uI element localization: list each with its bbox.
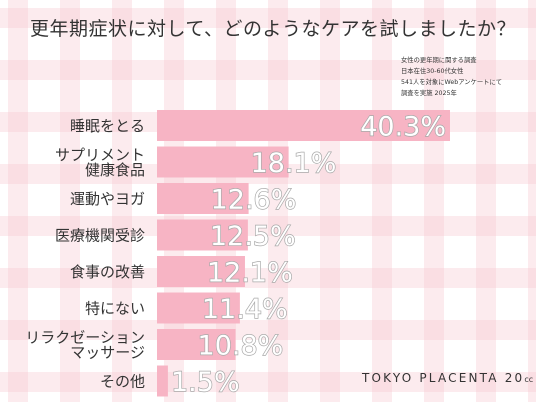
category-label: 食事の改善 — [70, 263, 145, 281]
survey-note-line: 女性の更年期に関する調査 — [401, 57, 477, 64]
value-label: 12.1% — [207, 258, 293, 289]
bar — [157, 146, 289, 178]
value-label: 18.1% — [251, 148, 337, 179]
category-label: 運動やヨガ — [70, 190, 145, 208]
gingham-stripe — [0, 8, 536, 28]
bar — [157, 110, 450, 141]
gingham-stripe — [0, 268, 536, 288]
gingham-stripe — [0, 372, 536, 392]
survey-note-line: 調査を実施 2025年 — [401, 90, 457, 97]
value-label: 1.5% — [171, 367, 240, 398]
value-label: 11.4% — [202, 294, 288, 325]
value-label: 12.5% — [210, 221, 296, 252]
gingham-stripe — [112, 0, 132, 402]
survey-note-line: 日本在住30-60代女性 — [401, 68, 464, 75]
gingham-stripe — [8, 0, 28, 402]
chart-title: 更年期症状に対して、どのようなケアを試しましたか？ — [30, 18, 516, 40]
category-label: サプリメント — [55, 146, 145, 164]
brand-logo: TOKYO PLACENTA 20cc — [362, 371, 533, 385]
brand-suffix: cc — [524, 375, 534, 384]
bar — [157, 256, 245, 287]
gingham-stripe — [528, 0, 536, 402]
category-label: 健康食品 — [85, 161, 145, 179]
gingham-stripe — [372, 0, 392, 402]
gingham-stripe — [476, 0, 496, 402]
category-label: 特にない — [85, 300, 145, 318]
bar — [157, 183, 249, 214]
gingham-stripe — [0, 320, 536, 340]
gingham-stripe — [60, 0, 80, 402]
category-label: マッサージ — [70, 344, 145, 362]
gingham-stripe — [268, 0, 288, 402]
category-label: その他 — [100, 373, 145, 391]
bar — [157, 292, 240, 324]
value-label: 40.3% — [360, 112, 446, 143]
bar — [157, 219, 248, 251]
category-label: 医療機関受診 — [55, 227, 145, 245]
gingham-stripe — [424, 0, 444, 402]
category-label: 睡眠をとる — [70, 117, 145, 135]
survey-note-line: 541人を対象にWebアンケートにて — [401, 79, 503, 86]
brand-name: TOKYO PLACENTA 20 — [362, 371, 525, 385]
bar — [157, 329, 236, 360]
gingham-stripe — [320, 0, 340, 402]
survey-note: 女性の更年期に関する調査 日本在住30-60代女性 541人を対象にWebアンケ… — [401, 55, 502, 99]
value-label: 10.8% — [198, 331, 284, 362]
value-label: 12.6% — [211, 185, 297, 216]
gingham-stripe — [0, 216, 536, 236]
category-label: リラクゼーション — [25, 329, 145, 347]
gingham-stripe — [0, 60, 536, 80]
bar — [157, 365, 168, 397]
